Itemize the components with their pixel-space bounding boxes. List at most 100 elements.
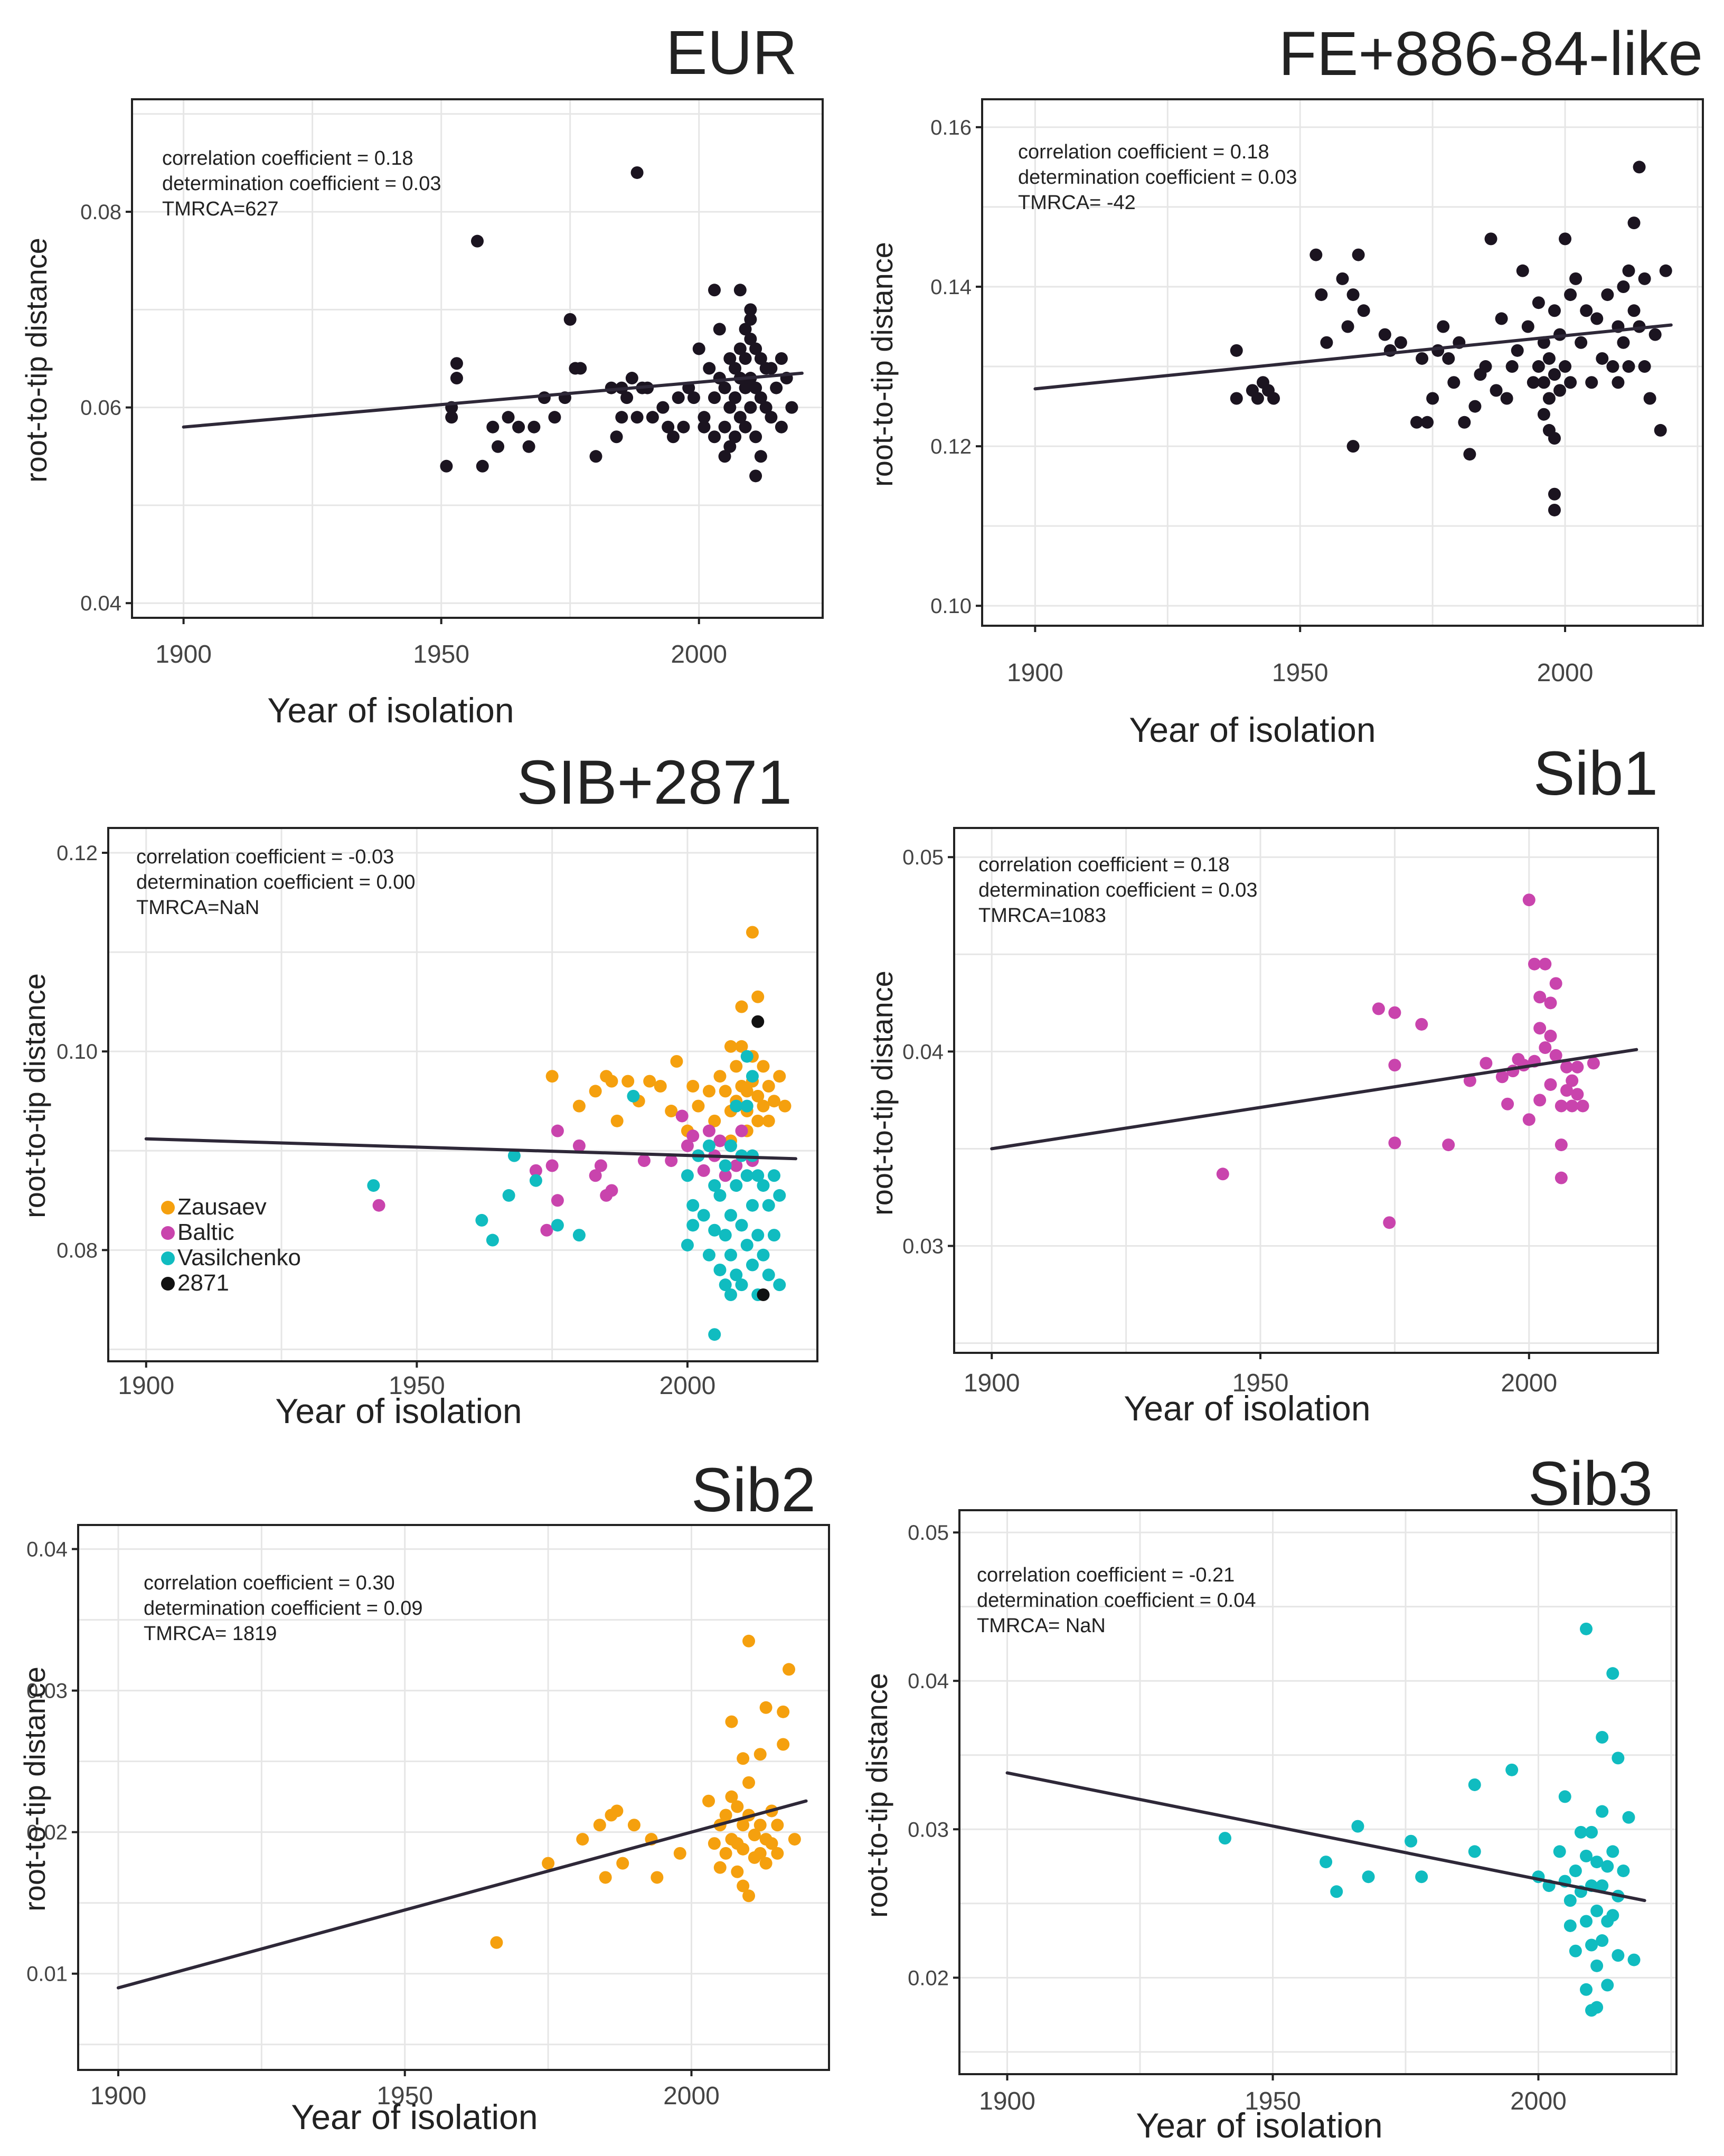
data-point: [733, 411, 747, 424]
chart-panel: 0.01 0.02 0.03 0.04 1900 1950 2000 Year of isol…: [18, 1455, 830, 2136]
data-point: [1575, 336, 1588, 349]
data-point: [757, 1248, 770, 1261]
regression-line: [182, 371, 804, 429]
data-point: [1585, 376, 1598, 389]
data-point: [542, 1857, 555, 1870]
x-tick-label: 1900: [979, 2087, 1035, 2115]
data-point: [1548, 487, 1561, 501]
chart-title: Sib3: [1528, 1449, 1653, 1519]
data-point: [1542, 352, 1556, 365]
y-tick-label: 0.06: [80, 397, 121, 420]
data-point: [725, 1715, 738, 1728]
data-point: [762, 1080, 775, 1093]
chart-title: Sib2: [691, 1455, 816, 1525]
data-point: [1606, 1667, 1619, 1680]
data-point: [367, 1179, 380, 1192]
data-point: [1362, 1870, 1375, 1884]
data-point: [751, 1169, 765, 1182]
data-point: [713, 1861, 727, 1874]
data-point: [759, 1857, 772, 1870]
data-point: [502, 1189, 515, 1202]
data-point: [594, 1159, 607, 1172]
data-point: [538, 391, 551, 404]
data-point: [471, 234, 484, 248]
x-axis-title: Year of isolation: [1136, 2106, 1382, 2145]
data-point: [540, 1223, 553, 1237]
data-point: [1569, 272, 1582, 285]
data-point: [610, 1804, 624, 1818]
y-tick-label: 0.10: [56, 1040, 98, 1063]
data-point: [746, 1258, 759, 1272]
data-point: [1388, 1059, 1401, 1072]
data-point: [1643, 392, 1656, 405]
data-point: [757, 1288, 770, 1301]
data-point: [599, 1871, 612, 1884]
data-point: [1495, 1070, 1509, 1084]
chart-title: FE+886-84-like: [1279, 19, 1703, 89]
data-point: [1564, 288, 1577, 302]
data-point: [1426, 392, 1439, 405]
data-point: [662, 420, 675, 434]
data-point: [1648, 328, 1662, 341]
data-point: [749, 342, 762, 355]
regression-line: [990, 1048, 1638, 1151]
legend-label: Vasilchenko: [177, 1245, 301, 1270]
data-point: [1431, 344, 1445, 357]
data-point: [605, 1075, 618, 1088]
x-axis-title: Year of isolation: [267, 691, 514, 730]
data-point: [1437, 320, 1450, 333]
data-point: [742, 1776, 756, 1789]
data-point: [740, 1050, 753, 1063]
data-point: [1521, 320, 1534, 333]
stat-annotation: correlation coefficient = -0.21: [977, 1564, 1235, 1586]
data-point: [708, 391, 721, 404]
data-point: [492, 440, 505, 453]
x-tick-label: 2000: [1537, 659, 1594, 687]
stat-annotation: determination coefficient = 0.03: [1018, 166, 1297, 189]
data-point: [1601, 288, 1614, 302]
y-tick-label: 0.12: [56, 842, 98, 865]
data-point: [708, 1837, 721, 1850]
data-point: [1606, 360, 1619, 373]
data-point: [1527, 376, 1540, 389]
data-point: [677, 420, 690, 434]
data-point: [1336, 272, 1349, 285]
data-point: [1563, 1919, 1577, 1932]
stat-annotation: correlation coefficient = -0.03: [136, 846, 394, 868]
data-point: [450, 357, 463, 370]
data-point: [713, 1134, 727, 1147]
data-point: [1627, 1953, 1641, 1966]
data-point: [708, 284, 721, 297]
data-point: [589, 450, 602, 463]
plot-frame: [981, 98, 1704, 627]
data-point: [719, 1278, 732, 1292]
data-point: [1638, 360, 1651, 373]
plot-frame: [107, 827, 818, 1362]
data-point: [529, 1174, 542, 1187]
data-point: [1442, 1138, 1455, 1152]
stat-annotation: TMRCA=1083: [978, 905, 1106, 927]
y-axis-title: root-to-tip distance: [20, 238, 53, 483]
x-tick-label: 2000: [1501, 1369, 1557, 1397]
data-point: [746, 926, 759, 939]
data-point: [740, 1238, 753, 1251]
data-point: [1346, 288, 1360, 302]
data-point: [735, 1000, 748, 1013]
stat-annotation: TMRCA= 1819: [144, 1623, 277, 1645]
data-point: [1388, 1006, 1401, 1019]
data-point: [1528, 957, 1541, 971]
data-point: [724, 1040, 737, 1053]
data-point: [589, 1169, 602, 1182]
data-point: [718, 450, 731, 463]
data-point: [1388, 1136, 1401, 1150]
data-point: [1357, 304, 1370, 317]
data-point: [686, 1219, 700, 1232]
data-point: [1622, 1811, 1635, 1824]
data-point: [753, 1847, 767, 1860]
data-point: [744, 332, 757, 345]
data-point: [773, 1070, 786, 1083]
data-point: [1553, 1845, 1566, 1858]
data-point: [1612, 1752, 1625, 1765]
data-point: [646, 411, 659, 424]
data-point: [765, 362, 778, 375]
